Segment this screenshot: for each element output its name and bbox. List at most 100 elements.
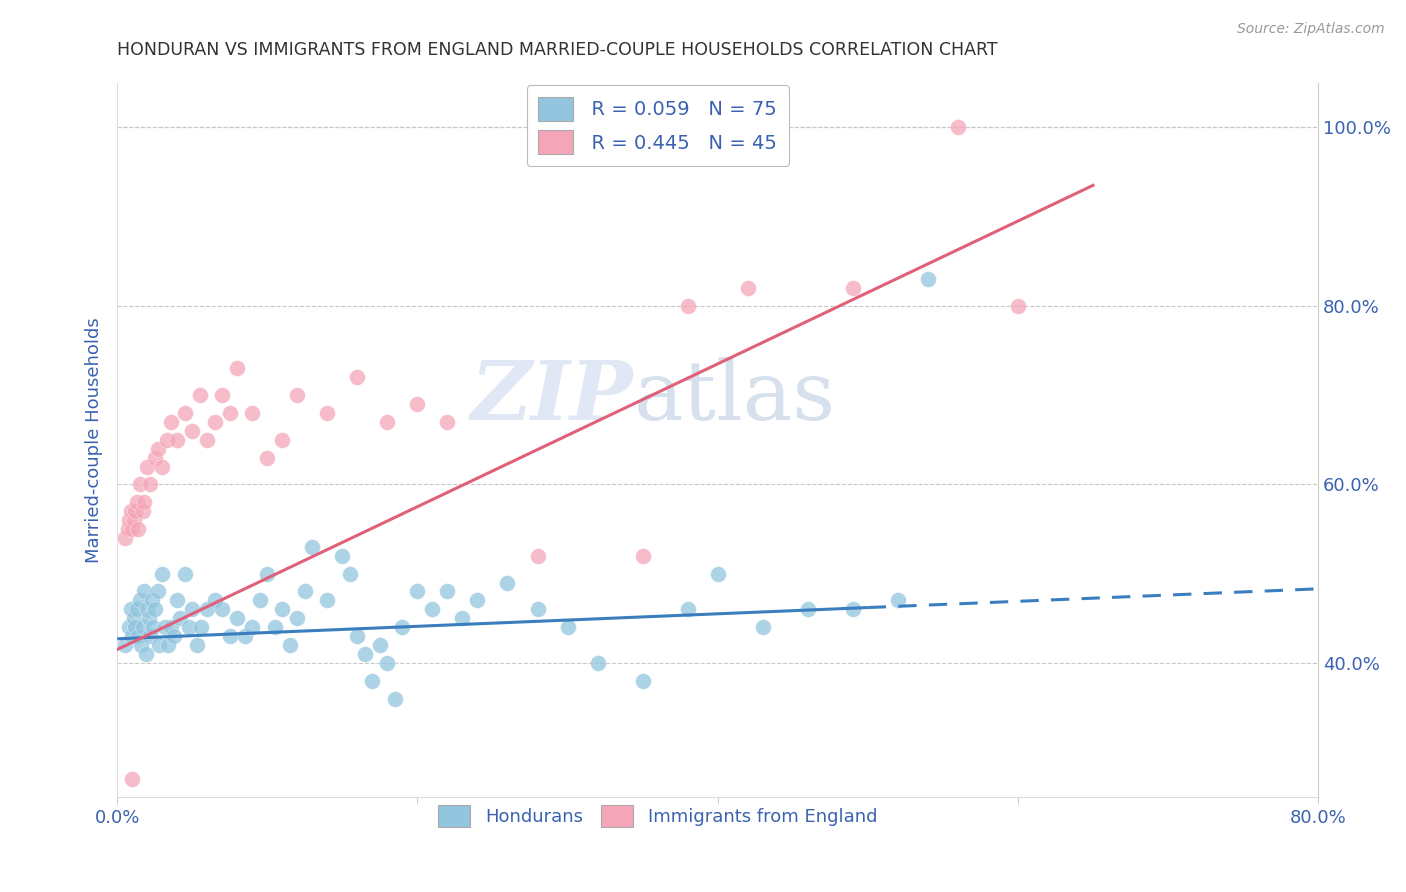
Point: [706, 566, 728, 581]
Point: [195, 433, 218, 447]
Point: [146, 442, 169, 456]
Point: [143, 450, 166, 465]
Text: atlas: atlas: [634, 357, 835, 437]
Point: [157, 638, 180, 652]
Point: [737, 281, 759, 295]
Point: [142, 620, 165, 634]
Point: [188, 388, 211, 402]
Text: ZIP: ZIP: [471, 357, 634, 437]
Point: [285, 388, 308, 402]
Point: [129, 638, 152, 652]
Point: [132, 504, 155, 518]
Point: [301, 540, 323, 554]
Point: [218, 629, 240, 643]
Point: [173, 566, 195, 581]
Point: [114, 531, 136, 545]
Point: [586, 656, 609, 670]
Point: [226, 611, 249, 625]
Point: [127, 522, 149, 536]
Point: [160, 415, 183, 429]
Point: [278, 638, 301, 652]
Point: [204, 593, 226, 607]
Point: [181, 424, 204, 438]
Point: [120, 602, 142, 616]
Point: [125, 495, 148, 509]
Point: [249, 593, 271, 607]
Point: [751, 620, 773, 634]
Point: [179, 620, 201, 634]
Point: [1007, 299, 1029, 313]
Point: [128, 477, 150, 491]
Point: [136, 459, 159, 474]
Point: [436, 584, 458, 599]
Point: [150, 566, 173, 581]
Point: [134, 495, 156, 509]
Point: [118, 620, 141, 634]
Point: [122, 611, 145, 625]
Point: [422, 602, 444, 616]
Point: [339, 566, 361, 581]
Point: [436, 415, 458, 429]
Point: [406, 397, 429, 411]
Point: [676, 299, 699, 313]
Point: [391, 620, 413, 634]
Point: [377, 656, 399, 670]
Point: [138, 611, 160, 625]
Point: [156, 433, 179, 447]
Point: [887, 593, 910, 607]
Point: [121, 522, 143, 536]
Point: [141, 593, 163, 607]
Point: [181, 602, 204, 616]
Point: [631, 549, 654, 563]
Y-axis label: Married-couple Households: Married-couple Households: [86, 317, 103, 563]
Point: [368, 638, 391, 652]
Point: [842, 602, 865, 616]
Point: [917, 272, 939, 286]
Point: [233, 629, 256, 643]
Point: [496, 575, 519, 590]
Point: [377, 415, 399, 429]
Point: [271, 602, 294, 616]
Point: [451, 611, 474, 625]
Point: [218, 406, 240, 420]
Point: [186, 638, 208, 652]
Point: [124, 620, 146, 634]
Point: [132, 620, 155, 634]
Point: [240, 406, 263, 420]
Point: [139, 629, 162, 643]
Point: [316, 593, 339, 607]
Point: [240, 620, 263, 634]
Point: [163, 629, 186, 643]
Point: [226, 361, 249, 376]
Point: [136, 602, 159, 616]
Point: [169, 611, 191, 625]
Point: [631, 673, 654, 688]
Point: [842, 281, 865, 295]
Point: [294, 584, 316, 599]
Point: [346, 629, 368, 643]
Point: [118, 513, 141, 527]
Point: [332, 549, 354, 563]
Point: [204, 415, 226, 429]
Point: [316, 406, 339, 420]
Point: [121, 629, 143, 643]
Point: [120, 504, 142, 518]
Point: [121, 772, 143, 786]
Point: [195, 602, 218, 616]
Point: [148, 638, 170, 652]
Point: [361, 673, 384, 688]
Point: [946, 120, 969, 135]
Point: [143, 602, 166, 616]
Point: [134, 584, 156, 599]
Point: [128, 593, 150, 607]
Point: [160, 620, 183, 634]
Legend: Hondurans, Immigrants from England: Hondurans, Immigrants from England: [430, 797, 884, 834]
Point: [114, 638, 136, 652]
Point: [346, 370, 368, 384]
Point: [211, 602, 233, 616]
Point: [796, 602, 818, 616]
Point: [124, 504, 146, 518]
Point: [256, 566, 278, 581]
Point: [467, 593, 489, 607]
Point: [127, 629, 149, 643]
